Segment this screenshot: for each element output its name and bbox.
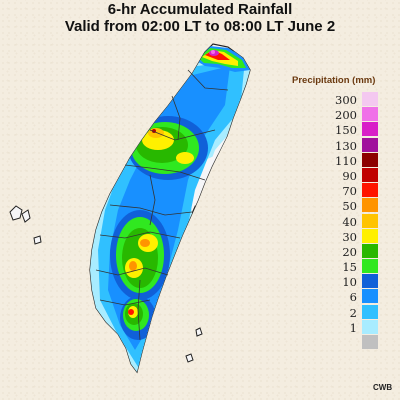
precipitation-legend: 300 200 150 130 110 90 70 50 40 30 20 15 10 6 2 1 — [334, 92, 382, 350]
legend-item: 15 — [334, 259, 382, 274]
legend-swatch — [362, 274, 378, 289]
legend-label: 90 — [342, 168, 357, 183]
map-subtitle: Valid from 02:00 LT to 08:00 LT June 2 — [64, 18, 336, 35]
legend-item: 130 — [334, 137, 382, 153]
legend-item: 110 — [334, 152, 382, 168]
rainfall-field — [90, 46, 250, 372]
legend-item: 200 — [334, 107, 382, 122]
legend-swatch — [362, 289, 378, 304]
legend-item: 30 — [334, 228, 382, 244]
legend-label: 2 — [349, 305, 357, 320]
legend-item — [334, 335, 382, 350]
legend-swatch — [362, 198, 378, 213]
legend-label: 200 — [335, 108, 357, 123]
legend-item: 6 — [334, 289, 382, 304]
legend-swatch — [362, 335, 378, 349]
legend-swatch — [362, 228, 378, 243]
legend-item: 20 — [334, 243, 382, 259]
legend-label: 20 — [342, 244, 357, 259]
legend-item: 10 — [334, 274, 382, 289]
county-borders — [95, 69, 229, 341]
legend-item: 2 — [334, 304, 382, 320]
legend-label: 110 — [335, 153, 357, 168]
legend-item: 1 — [334, 319, 382, 335]
legend-item: 300 — [334, 92, 382, 107]
legend-label: 6 — [349, 290, 357, 305]
legend-swatch — [362, 304, 378, 319]
legend-item: 150 — [334, 122, 382, 137]
legend-swatch — [362, 107, 378, 122]
legend-label: 40 — [342, 214, 357, 229]
legend-title: Precipitation (mm) — [292, 75, 376, 86]
legend-swatch — [362, 183, 378, 198]
legend-swatch — [362, 92, 378, 106]
legend-label: 150 — [335, 123, 357, 138]
offshore-islands — [9, 205, 203, 363]
legend-swatch — [362, 319, 378, 334]
legend-swatch — [362, 122, 378, 137]
legend-label: 130 — [335, 138, 357, 153]
legend-swatch — [362, 137, 378, 152]
legend-item: 90 — [334, 167, 382, 183]
legend-swatch — [362, 259, 378, 274]
legend-label: 1 — [349, 320, 357, 335]
legend-item: 40 — [334, 213, 382, 229]
legend-item: 50 — [334, 198, 382, 213]
map-title: 6-hr Accumulated Rainfall — [107, 1, 293, 18]
legend-swatch — [362, 243, 378, 258]
legend-swatch — [362, 167, 378, 182]
legend-swatch — [362, 152, 378, 167]
legend-label: 70 — [342, 184, 357, 199]
legend-item: 70 — [334, 183, 382, 198]
legend-label: 15 — [342, 260, 357, 275]
credit-label: CWB — [373, 383, 393, 392]
legend-swatch — [362, 213, 378, 228]
legend-label: 30 — [342, 229, 357, 244]
legend-label: 300 — [335, 93, 357, 107]
legend-label: 10 — [342, 275, 357, 290]
legend-label: 50 — [342, 199, 357, 214]
